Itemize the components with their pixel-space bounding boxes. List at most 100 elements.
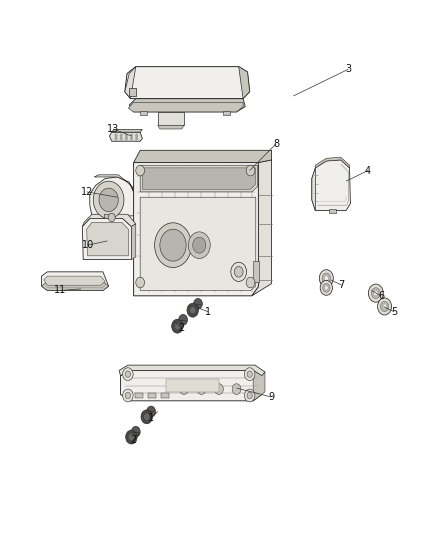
Polygon shape xyxy=(112,130,142,132)
Circle shape xyxy=(247,392,252,399)
Circle shape xyxy=(194,298,202,309)
Polygon shape xyxy=(161,393,169,398)
Polygon shape xyxy=(131,224,136,260)
Polygon shape xyxy=(253,370,265,401)
Circle shape xyxy=(371,288,380,298)
Polygon shape xyxy=(129,88,136,96)
Polygon shape xyxy=(94,175,134,192)
Circle shape xyxy=(135,137,138,140)
Circle shape xyxy=(324,276,328,281)
Text: 10: 10 xyxy=(81,240,94,250)
Circle shape xyxy=(374,290,378,296)
Circle shape xyxy=(125,137,128,140)
Circle shape xyxy=(323,284,330,292)
Polygon shape xyxy=(90,177,134,216)
Polygon shape xyxy=(44,276,105,285)
Circle shape xyxy=(144,413,150,421)
Polygon shape xyxy=(328,209,336,213)
Circle shape xyxy=(325,286,328,290)
Polygon shape xyxy=(125,67,250,99)
Text: 2: 2 xyxy=(179,323,185,333)
Polygon shape xyxy=(42,272,109,290)
Text: 5: 5 xyxy=(391,307,397,317)
Circle shape xyxy=(131,426,140,437)
Circle shape xyxy=(128,433,134,441)
Polygon shape xyxy=(158,125,184,129)
Circle shape xyxy=(125,371,131,377)
Circle shape xyxy=(141,410,152,424)
Circle shape xyxy=(179,314,187,325)
Polygon shape xyxy=(223,111,230,115)
Circle shape xyxy=(188,232,210,259)
Text: 12: 12 xyxy=(81,187,93,197)
Circle shape xyxy=(322,273,331,284)
Circle shape xyxy=(380,301,389,312)
Polygon shape xyxy=(142,168,255,189)
Circle shape xyxy=(99,188,118,212)
Polygon shape xyxy=(140,197,256,290)
Circle shape xyxy=(180,384,188,394)
Circle shape xyxy=(155,223,191,268)
Text: 2: 2 xyxy=(131,435,137,445)
Circle shape xyxy=(378,298,392,315)
Text: 3: 3 xyxy=(345,64,351,74)
Polygon shape xyxy=(125,67,136,99)
Polygon shape xyxy=(140,111,147,115)
Circle shape xyxy=(197,384,206,394)
Polygon shape xyxy=(82,219,131,260)
Circle shape xyxy=(231,262,247,281)
Polygon shape xyxy=(239,67,250,99)
Circle shape xyxy=(93,181,124,219)
Circle shape xyxy=(193,237,206,253)
Circle shape xyxy=(172,319,183,333)
Polygon shape xyxy=(166,379,219,392)
Polygon shape xyxy=(252,160,272,296)
Circle shape xyxy=(244,389,255,402)
Circle shape xyxy=(246,165,255,176)
Polygon shape xyxy=(42,281,109,290)
Polygon shape xyxy=(148,393,156,398)
Polygon shape xyxy=(119,365,265,376)
Circle shape xyxy=(130,137,133,140)
Circle shape xyxy=(115,134,117,137)
Polygon shape xyxy=(82,214,136,227)
Circle shape xyxy=(160,229,186,261)
Circle shape xyxy=(319,270,333,287)
Polygon shape xyxy=(134,150,272,163)
Text: 9: 9 xyxy=(268,392,275,402)
Polygon shape xyxy=(128,102,243,112)
Text: 1: 1 xyxy=(205,307,211,317)
Text: 8: 8 xyxy=(273,139,279,149)
Polygon shape xyxy=(253,261,259,282)
Circle shape xyxy=(125,392,131,399)
Text: 7: 7 xyxy=(339,280,345,290)
Polygon shape xyxy=(140,165,258,192)
Circle shape xyxy=(115,137,117,140)
Circle shape xyxy=(320,280,332,295)
Polygon shape xyxy=(110,132,142,141)
Polygon shape xyxy=(134,163,258,296)
Circle shape xyxy=(123,389,133,402)
Text: 13: 13 xyxy=(107,124,119,134)
Circle shape xyxy=(126,430,137,444)
Polygon shape xyxy=(135,393,143,398)
Text: 6: 6 xyxy=(378,291,384,301)
Circle shape xyxy=(130,134,133,137)
Text: 1: 1 xyxy=(148,414,154,423)
Polygon shape xyxy=(87,222,128,256)
Circle shape xyxy=(108,213,115,222)
Circle shape xyxy=(215,384,223,394)
Text: 11: 11 xyxy=(54,286,67,295)
Polygon shape xyxy=(158,112,184,125)
Circle shape xyxy=(190,306,196,314)
Circle shape xyxy=(368,284,383,302)
Circle shape xyxy=(135,134,138,137)
Circle shape xyxy=(187,303,198,317)
Circle shape xyxy=(120,134,123,137)
Circle shape xyxy=(125,134,128,137)
Polygon shape xyxy=(120,370,262,401)
Polygon shape xyxy=(312,168,315,211)
Circle shape xyxy=(120,137,123,140)
Circle shape xyxy=(136,165,145,176)
Circle shape xyxy=(123,368,133,381)
